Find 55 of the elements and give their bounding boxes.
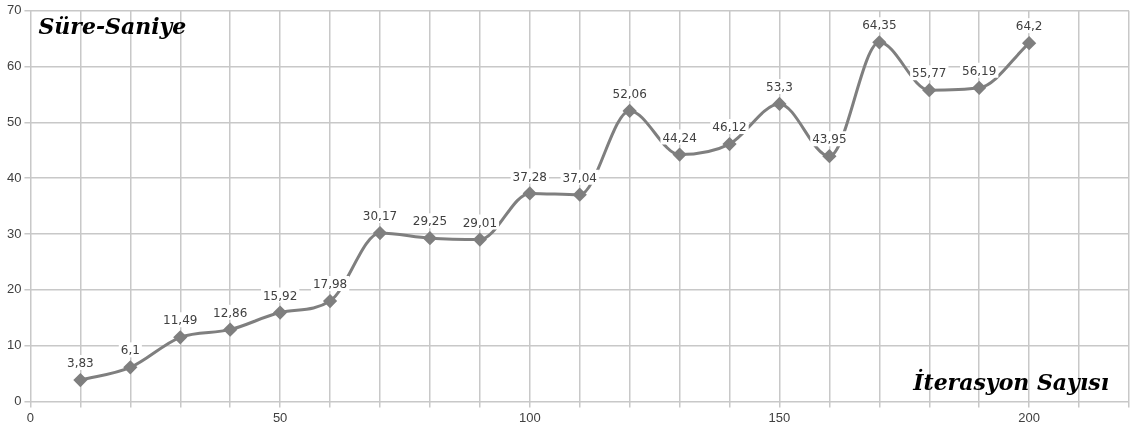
data-label: 3,83 bbox=[67, 356, 94, 371]
y-tick-label: 50 bbox=[6, 113, 22, 129]
point bbox=[73, 373, 87, 387]
point bbox=[872, 35, 886, 49]
data-label: 53,3 bbox=[766, 80, 793, 95]
y-tick-label: 30 bbox=[6, 225, 22, 241]
y-tick-label: 40 bbox=[6, 169, 22, 185]
x-tick-label: 200 bbox=[1018, 409, 1040, 425]
y-tick-label: 20 bbox=[6, 281, 22, 297]
point bbox=[323, 294, 337, 308]
data-label: 15,92 bbox=[262, 288, 298, 303]
data-label: 29,01 bbox=[462, 215, 498, 230]
data-label: 55,77 bbox=[912, 66, 947, 81]
point bbox=[623, 104, 637, 118]
data-label: 64,2 bbox=[1015, 19, 1043, 34]
point bbox=[473, 233, 487, 247]
data-label: 17,98 bbox=[312, 277, 348, 292]
point bbox=[223, 323, 237, 337]
point bbox=[673, 148, 687, 162]
y-tick-label: 10 bbox=[6, 337, 22, 353]
data-label: 64,35 bbox=[862, 18, 897, 33]
x-tick-label: 50 bbox=[272, 409, 288, 425]
point bbox=[123, 360, 137, 374]
point bbox=[573, 188, 587, 202]
point bbox=[723, 137, 737, 151]
data-label: 30,17 bbox=[362, 209, 398, 224]
data-label: 6,1 bbox=[120, 343, 140, 358]
point bbox=[273, 306, 287, 320]
point bbox=[772, 97, 786, 111]
data-label: 37,28 bbox=[512, 169, 547, 184]
data-label: 52,06 bbox=[612, 87, 647, 102]
y-axis-title: Süre-Saniye bbox=[38, 12, 187, 39]
point bbox=[922, 83, 936, 97]
data-label: 43,95 bbox=[812, 132, 847, 147]
data-label: 44,24 bbox=[662, 130, 697, 145]
point bbox=[523, 186, 537, 200]
point bbox=[972, 81, 986, 95]
x-tick-label: 150 bbox=[768, 409, 791, 425]
y-tick-label: 70 bbox=[6, 2, 22, 18]
data-label: 29,25 bbox=[412, 214, 448, 229]
x-axis-title: İterasyon Sayısı bbox=[912, 368, 1109, 396]
point bbox=[173, 330, 187, 344]
y-tick-label: 60 bbox=[6, 58, 22, 74]
data-label: 37,04 bbox=[562, 170, 597, 185]
data-label: 46,12 bbox=[712, 120, 747, 135]
y-tick-label: 0 bbox=[14, 392, 22, 408]
point bbox=[373, 226, 387, 240]
data-label: 11,49 bbox=[163, 313, 198, 328]
data-label: 12,86 bbox=[213, 305, 248, 320]
x-tick-label: 0 bbox=[26, 409, 35, 425]
point bbox=[822, 149, 836, 163]
point bbox=[423, 231, 437, 245]
x-tick-label: 100 bbox=[518, 409, 541, 425]
point bbox=[1022, 36, 1036, 50]
data-label: 56,19 bbox=[962, 63, 997, 78]
